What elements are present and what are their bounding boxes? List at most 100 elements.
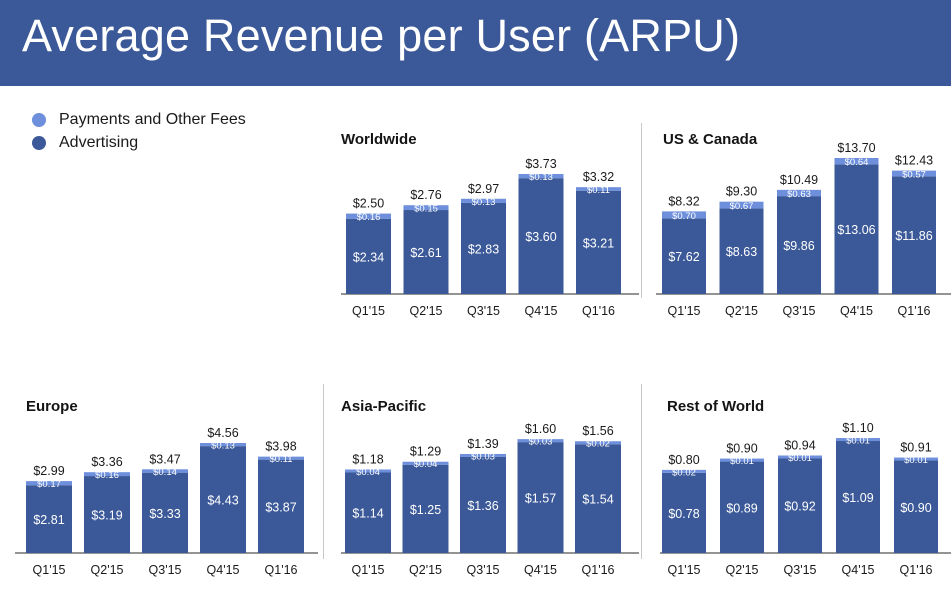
data-label-payments: $0.13: [529, 172, 553, 183]
data-label-total: $0.80: [668, 453, 699, 467]
x-tick-label: Q3'15: [783, 304, 816, 318]
data-label-advertising: $1.09: [842, 491, 873, 505]
bar-advertising: [518, 178, 564, 294]
x-tick-label: Q4'15: [842, 563, 875, 577]
data-label-advertising: $2.34: [353, 250, 384, 264]
bar-payments: [575, 441, 621, 445]
bar-advertising: [200, 446, 246, 553]
bar-advertising: [403, 210, 449, 294]
chart-title: US & Canada: [663, 131, 758, 148]
chart-title: Europe: [26, 398, 78, 415]
x-tick-label: Q1'15: [352, 563, 385, 577]
data-label-payments: $0.13: [472, 197, 496, 208]
page-title: Average Revenue per User (ARPU): [22, 10, 741, 61]
chart-title: Rest of World: [667, 398, 765, 415]
bar-advertising: [345, 472, 391, 553]
bar-payments: [662, 211, 706, 219]
data-label-total: $1.56: [582, 424, 613, 438]
data-label-advertising: $1.57: [525, 492, 556, 506]
bar-payments: [403, 205, 449, 211]
data-label-total: $3.98: [265, 440, 296, 454]
x-tick-label: Q3'15: [467, 563, 500, 577]
data-label-total: $1.10: [842, 421, 873, 435]
data-label-advertising: $2.61: [410, 246, 441, 260]
bar-advertising: [84, 476, 130, 553]
x-tick-label: Q1'16: [265, 563, 298, 577]
bar-advertising: [517, 442, 564, 553]
chart-rest-of-world: Rest of World $0.78 $0.02 $0.80 Q1'15 $0.89 $…: [660, 398, 951, 588]
bar-advertising: [894, 460, 938, 553]
data-label-advertising: $13.06: [837, 223, 875, 237]
data-label-advertising: $2.81: [33, 513, 64, 527]
data-label-payments: $0.16: [95, 470, 119, 481]
chart-us-canada-plot: $7.62 $0.70 $8.32 Q1'15 $8.63 $0.67 $9.30 Q2'15…: [656, 141, 951, 318]
data-label-total: $2.50: [353, 197, 384, 211]
chart-worldwide-plot: $2.34 $0.16$2.50 Q1'15 $2.61 $0.15 $2.76 Q2'15…: [341, 157, 639, 318]
x-tick-label: Q4'15: [525, 304, 558, 318]
x-tick-label: Q4'15: [840, 304, 873, 318]
chart-asia-pacific-plot: $1.14$0.04$1.18Q1'15$1.25$0.04$1.29Q2'15…: [341, 422, 639, 577]
data-label-total: $3.47: [149, 452, 180, 466]
data-label-payments: $0.02: [672, 467, 696, 478]
x-tick-label: Q2'15: [725, 304, 758, 318]
data-label-payments: $0.15: [414, 204, 438, 215]
bar-payments: [662, 469, 706, 473]
chart-us-canada: US & Canada $7.62 $0.70 $8.32 Q1'15 $8.63 $0.…: [656, 131, 951, 331]
x-tick-label: Q3'15: [149, 563, 182, 577]
data-label-total: $1.60: [525, 422, 556, 436]
bar-payments: [777, 189, 821, 197]
bar-payments: [346, 213, 391, 219]
x-tick-label: Q1'15: [33, 563, 66, 577]
data-label-payments: $0.11: [587, 185, 610, 196]
bar-advertising: [142, 472, 188, 553]
bar-payments: [894, 457, 938, 461]
x-tick-label: Q3'15: [784, 563, 817, 577]
data-label-total: $13.70: [837, 141, 875, 155]
bar-advertising: [836, 441, 880, 553]
data-label-total: $3.32: [583, 170, 614, 184]
bar-advertising: [402, 464, 449, 553]
chart-europe: Europe $2.81 $0.17 $2.99 Q1'15 $3.19 $0.16 $3.…: [15, 398, 324, 588]
data-label-payments: $0.01: [904, 455, 928, 466]
bar-advertising: [575, 444, 621, 553]
x-tick-label: Q2'15: [726, 563, 759, 577]
data-label-payments: $0.01: [846, 436, 870, 447]
bar-advertising: [719, 208, 764, 294]
data-label-advertising: $7.62: [668, 250, 699, 264]
data-label-payments: $0.01: [788, 453, 812, 464]
x-tick-label: Q4'15: [524, 563, 557, 577]
data-label-advertising: $0.78: [668, 507, 699, 521]
data-label-total: $3.36: [91, 455, 122, 469]
x-tick-label: Q2'15: [91, 563, 124, 577]
data-label-payments: $0.01: [730, 456, 754, 467]
x-tick-label: Q1'15: [352, 304, 385, 318]
chart-asia-pacific: Asia-Pacific $1.14 $0.04 $1.18 Q1'15 $1.25 $0…: [341, 398, 639, 588]
data-label-payments: $0.64: [845, 157, 869, 168]
data-label-total: $0.91: [900, 441, 931, 455]
bar-payments: [719, 201, 764, 209]
bar-advertising: [460, 456, 506, 553]
legend-swatch-payments: [32, 112, 46, 127]
bar-payments: [258, 456, 304, 460]
data-label-total: $1.18: [352, 452, 383, 466]
data-label-advertising: $3.60: [525, 230, 556, 244]
bar-payments: [518, 174, 564, 179]
data-label-advertising: $1.54: [582, 493, 613, 507]
bar-advertising: [720, 461, 764, 553]
data-label-total: $0.90: [726, 442, 757, 456]
data-label-total: $2.76: [410, 188, 441, 202]
bar-payments: [402, 461, 449, 465]
legend: Payments and Other Fees Advertising: [32, 108, 246, 154]
bar-payments: [345, 469, 391, 473]
data-label-payments: $0.16: [357, 212, 381, 223]
legend-swatch-advertising: [32, 135, 46, 150]
data-label-total: $1.39: [467, 437, 498, 451]
data-label-total: $4.56: [207, 426, 238, 440]
x-tick-label: Q3'15: [467, 304, 500, 318]
bar-payments: [461, 198, 506, 203]
chart-europe-plot: $2.81 $0.17$2.99 Q1'15 $3.19 $0.16$3.36 Q2'15…: [15, 426, 318, 577]
bar-payments: [26, 481, 72, 486]
data-label-payments: $0.04: [356, 467, 380, 478]
bar-payments: [576, 187, 621, 191]
bar-payments: [720, 458, 764, 462]
